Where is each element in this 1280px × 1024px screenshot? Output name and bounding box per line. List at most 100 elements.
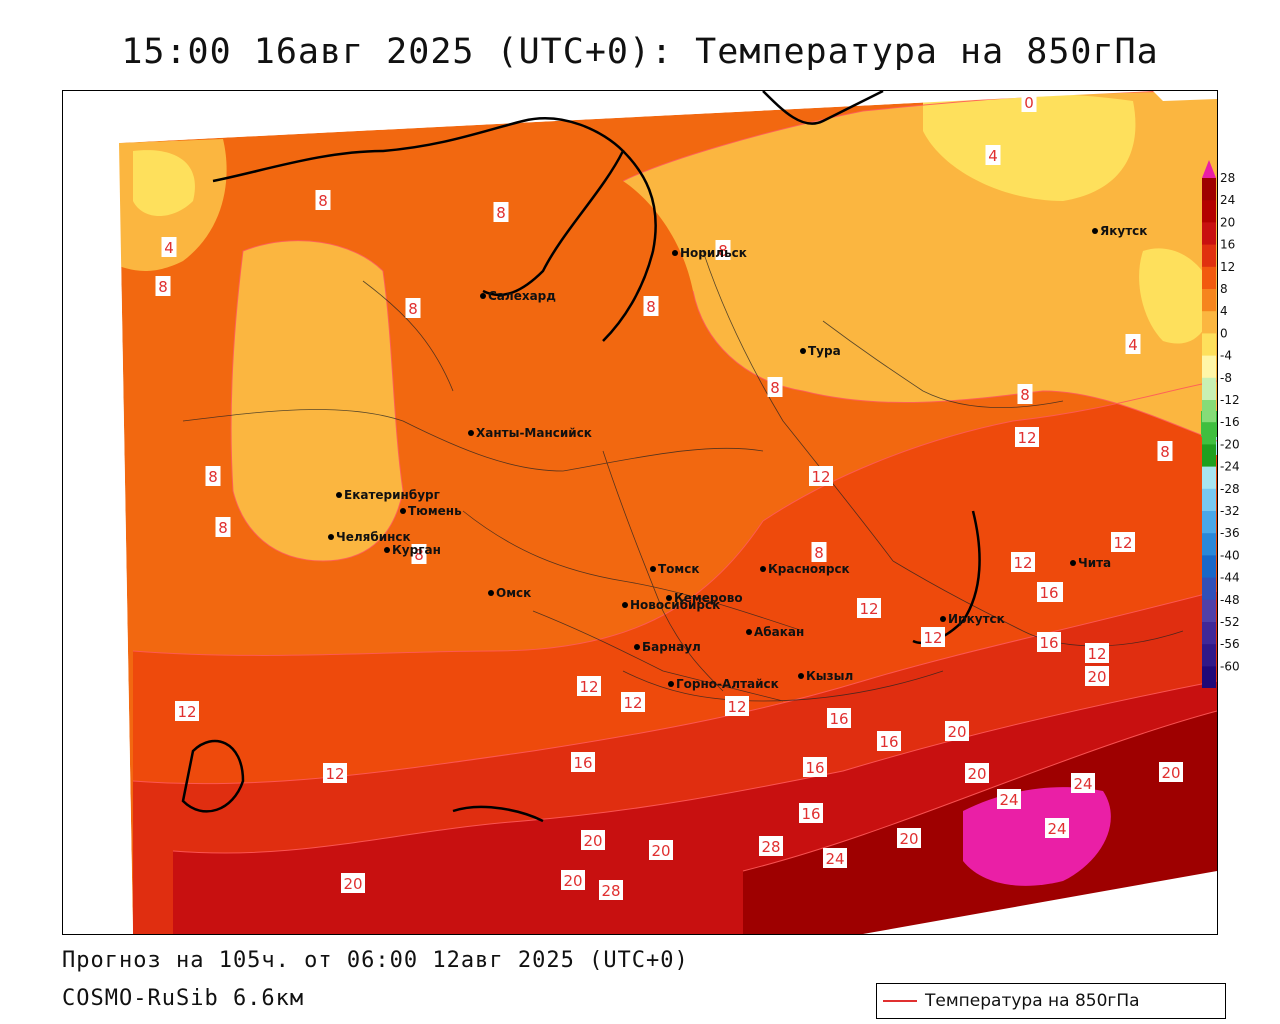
contour-label: 24: [1071, 773, 1095, 793]
contour-label: 20: [965, 763, 989, 783]
svg-text:12: 12: [1113, 534, 1132, 552]
contour-label: 8: [1017, 384, 1033, 404]
city-marker: [384, 547, 390, 553]
contour-label: 8: [811, 542, 827, 562]
city-marker: [468, 430, 474, 436]
map-canvas: 0 4 4 4 8 8 8 8 8 8 8 8 8 8 8 8 8 12 12 12 12 12 12 12 12 12 12 12 1…: [63, 91, 1217, 934]
city-label: Норильск: [680, 246, 747, 260]
svg-text:8: 8: [158, 278, 168, 296]
svg-text:16: 16: [573, 754, 592, 772]
svg-text:20: 20: [967, 765, 986, 783]
svg-text:20: 20: [343, 875, 362, 893]
contour-label: 20: [561, 870, 585, 890]
colorbar-segment: [1202, 533, 1216, 556]
svg-text:8: 8: [318, 192, 328, 210]
city-marker: [488, 590, 494, 596]
colorbar-segment: [1202, 622, 1216, 645]
svg-text:16: 16: [801, 805, 820, 823]
svg-text:4: 4: [164, 239, 174, 257]
colorbar-tick-label: 28: [1220, 171, 1235, 185]
contour-label: 20: [581, 830, 605, 850]
city-marker: [1070, 560, 1076, 566]
city-marker: [666, 595, 672, 601]
svg-text:24: 24: [825, 850, 844, 868]
contour-label: 8: [1157, 441, 1173, 461]
line-legend: Температура на 850гПа: [876, 983, 1226, 1019]
svg-text:12: 12: [1013, 554, 1032, 572]
contour-label: 12: [175, 701, 199, 721]
colorbar-segment: [1202, 178, 1216, 201]
contour-label: 16: [1037, 632, 1061, 652]
contour-label: 20: [1159, 762, 1183, 782]
city-marker: [1092, 228, 1098, 234]
svg-text:28: 28: [761, 838, 780, 856]
contour-label: 12: [1085, 643, 1109, 663]
contour-label: 12: [1111, 532, 1135, 552]
svg-text:12: 12: [811, 468, 830, 486]
colorbar-tick-label: -56: [1220, 637, 1240, 651]
svg-text:12: 12: [623, 694, 642, 712]
contour-label: 16: [803, 757, 827, 777]
svg-text:12: 12: [325, 765, 344, 783]
colorbar-tick-label: -40: [1220, 548, 1240, 562]
svg-text:20: 20: [563, 872, 582, 890]
city-layer: Норильск Якутск Салехард Тура Ханты-Мансийск…: [328, 224, 1147, 691]
svg-text:16: 16: [879, 733, 898, 751]
coastlines: [181, 91, 981, 823]
contour-label: 28: [599, 880, 623, 900]
colorbar-tick-label: -52: [1220, 615, 1240, 629]
contour-label: 4: [161, 237, 177, 257]
city-label: Новосибирск: [630, 598, 720, 612]
contour-label: 12: [323, 763, 347, 783]
colorbar-segment: [1202, 444, 1216, 468]
svg-text:16: 16: [805, 759, 824, 777]
city-label: Чита: [1078, 556, 1111, 570]
svg-text:24: 24: [1073, 775, 1092, 793]
contour-label: 8: [315, 190, 331, 210]
contour-label: 16: [799, 803, 823, 823]
colorbar-tick-label: 4: [1220, 304, 1228, 318]
svg-text:20: 20: [947, 723, 966, 741]
colorbar-tick-label: 12: [1220, 260, 1235, 274]
colorbar-segment: [1202, 666, 1216, 688]
svg-text:28: 28: [601, 882, 620, 900]
svg-text:8: 8: [1020, 386, 1030, 404]
city-label: Ханты-Мансийск: [476, 426, 592, 440]
colorbar-segment: [1202, 488, 1216, 512]
colorbar-segment: [1202, 200, 1216, 223]
svg-text:12: 12: [177, 703, 196, 721]
city-label: Челябинск: [336, 530, 411, 544]
colorbar-tick-label: -28: [1220, 482, 1240, 496]
field-0-yakutsk: [1139, 248, 1213, 344]
svg-text:12: 12: [727, 698, 746, 716]
contour-label: 20: [945, 721, 969, 741]
domain-mask-right: [1153, 91, 1217, 101]
city-label: Екатеринбург: [344, 488, 440, 502]
temperature-colorbar: 28 24 20 16 12 8 4 0 -4 -8 -12 -16 -20 -24 -28 -32 -36 -4…: [1196, 158, 1280, 688]
contour-label: 0: [1021, 92, 1037, 112]
contour-label: 8: [493, 202, 509, 222]
contour-label: 12: [621, 692, 645, 712]
field-4-west: [231, 240, 403, 561]
contour-label: 8: [411, 544, 427, 564]
svg-text:8: 8: [496, 204, 506, 222]
svg-text:12: 12: [859, 600, 878, 618]
colorbar-segment: [1202, 244, 1216, 268]
colorbar-tick-label: -24: [1220, 460, 1240, 474]
colorbar-tick-label: -12: [1220, 393, 1240, 407]
contour-label-group: 0 4 4 4 8 8 8 8 8 8 8 8 8 8 8 8 8 12 12 12 12 12 12 12 12 12 12 12 1…: [155, 92, 1183, 900]
colorbar-tick-label: -20: [1220, 437, 1240, 451]
city-marker: [336, 492, 342, 498]
svg-text:20: 20: [1161, 764, 1180, 782]
svg-text:24: 24: [1047, 820, 1066, 838]
colorbar-segment: [1202, 577, 1216, 601]
svg-text:0: 0: [1024, 94, 1034, 112]
contour-label: 12: [921, 627, 945, 647]
city-marker: [650, 566, 656, 572]
svg-text:8: 8: [646, 298, 656, 316]
colorbar-segment: [1202, 555, 1216, 579]
colorbar-tick-label: 20: [1220, 215, 1235, 229]
legend-label: Температура на 850гПа: [925, 991, 1140, 1011]
domain-mask-bottom: [863, 871, 1217, 934]
field-0-nw: [133, 150, 195, 216]
